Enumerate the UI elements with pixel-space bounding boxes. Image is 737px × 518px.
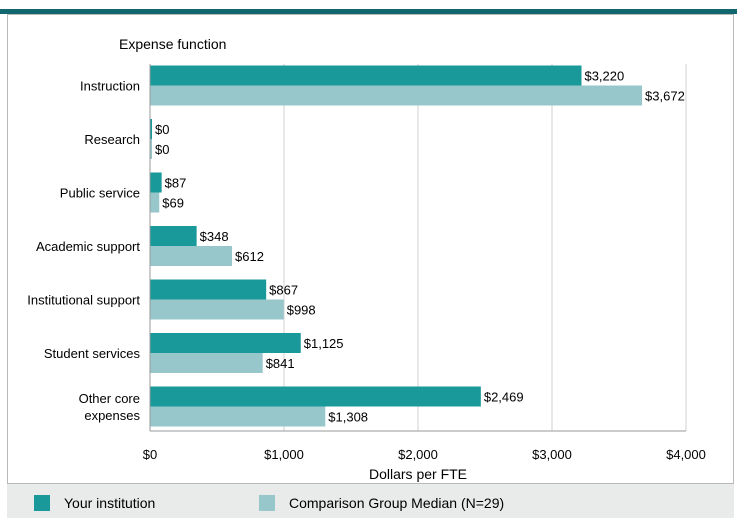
legend-swatch-comparison-median (259, 495, 275, 511)
category-label: Other core (79, 391, 140, 406)
x-tick-label: $1,000 (264, 447, 304, 462)
data-label: $0 (155, 122, 169, 137)
bar-comparison-median (150, 406, 326, 427)
bar-your-institution (150, 226, 197, 246)
x-tick-label: $4,000 (666, 447, 706, 462)
category-label: Public service (60, 186, 140, 201)
header-rule (0, 9, 737, 14)
data-label: $867 (269, 283, 298, 298)
x-axis-title: Dollars per FTE (369, 466, 467, 482)
bar-your-institution (150, 119, 152, 139)
category-label: Academic support (36, 239, 140, 254)
bar-comparison-median (150, 139, 152, 159)
bar-comparison-median (150, 246, 233, 266)
bar-comparison-median (150, 192, 160, 213)
bar-your-institution (150, 172, 162, 193)
category-label: Instruction (80, 79, 140, 94)
legend-item-comparison-median: Comparison Group Median (N=29) (259, 493, 504, 513)
bar-chart: $3,220 $0 $87 $348 $867 $1,125 $2,469 $3,672 $0 $… (27, 36, 706, 482)
data-label: $841 (266, 356, 295, 371)
bar-your-institution (150, 65, 582, 86)
bar-comparison-median (150, 299, 284, 320)
data-label: $3,220 (584, 69, 624, 84)
legend-swatch-your-institution (34, 495, 50, 511)
data-label: $1,125 (304, 336, 344, 351)
data-label: $1,308 (328, 410, 368, 425)
data-label: $87 (165, 176, 187, 191)
legend-item-your-institution: Your institution (34, 493, 155, 513)
category-label: Student services (44, 346, 141, 361)
bar-your-institution (150, 386, 481, 407)
legend: Your institution Comparison Group Median… (7, 484, 734, 518)
legend-label-your-institution: Your institution (64, 495, 156, 511)
x-tick-label: $2,000 (398, 447, 438, 462)
data-label: $348 (200, 229, 229, 244)
bar-your-institution (150, 333, 301, 353)
category-label: Research (84, 132, 140, 147)
data-label: $998 (287, 303, 316, 318)
data-label: $612 (235, 249, 264, 264)
data-label: $2,469 (484, 390, 524, 405)
bar-comparison-median (150, 353, 263, 373)
category-label: expenses (84, 408, 140, 423)
x-tick-label: $3,000 (532, 447, 572, 462)
bar-your-institution (150, 279, 267, 300)
x-tick-label: $0 (143, 447, 157, 462)
data-label: $0 (155, 142, 169, 157)
category-label: Institutional support (27, 293, 140, 308)
data-label: $69 (162, 196, 184, 211)
bar-comparison-median (150, 85, 643, 106)
category-axis-title: Expense function (119, 36, 226, 52)
data-label: $3,672 (645, 89, 685, 104)
legend-label-comparison-median: Comparison Group Median (N=29) (289, 495, 505, 511)
